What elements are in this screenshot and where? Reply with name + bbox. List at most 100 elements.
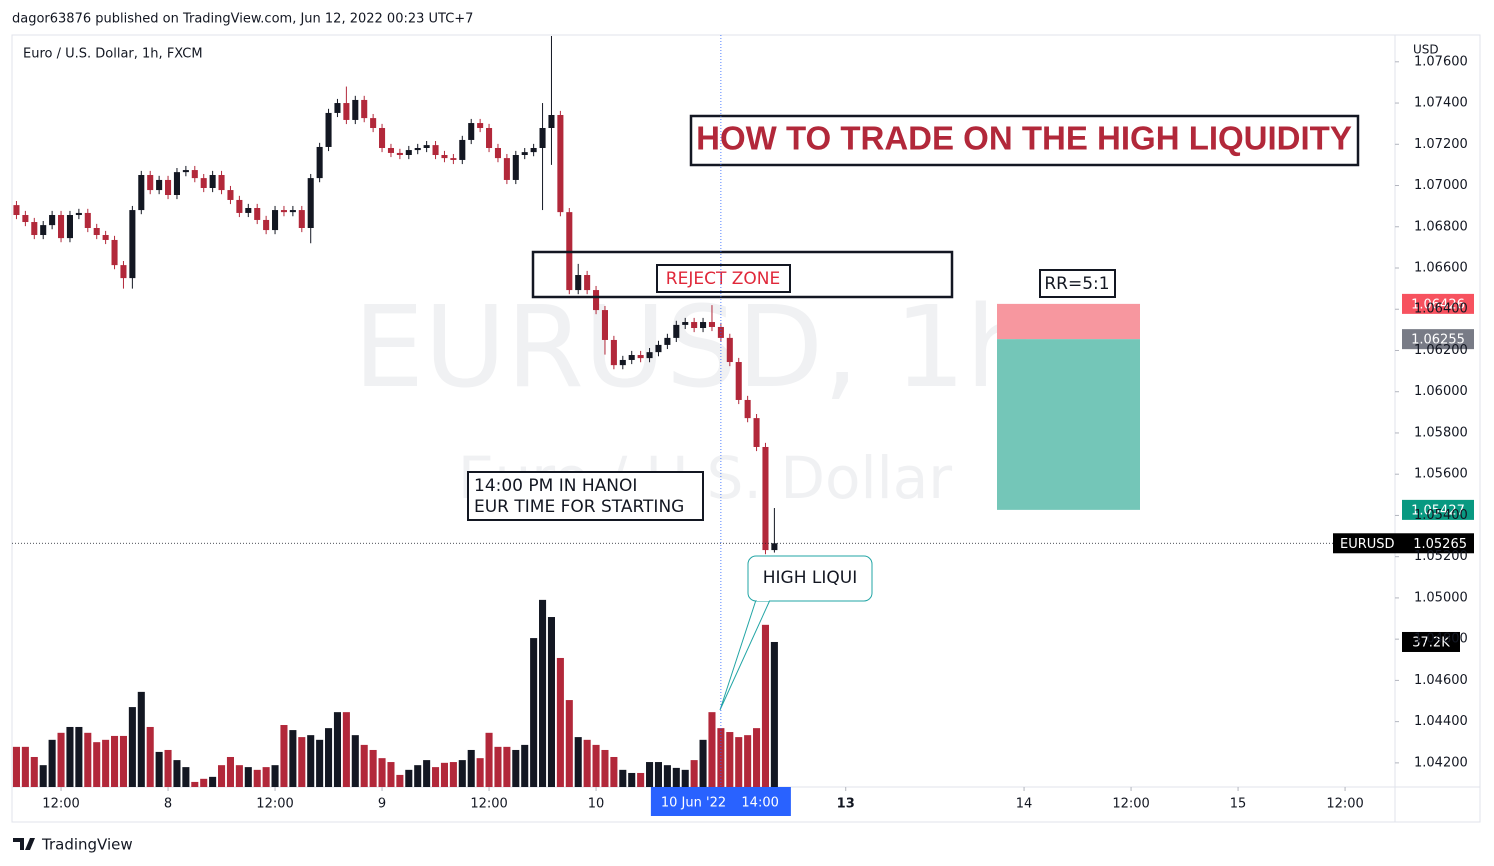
candle-body bbox=[396, 152, 403, 156]
y-tick-label: 1.07600 bbox=[1414, 54, 1468, 69]
candle-body bbox=[414, 147, 421, 151]
x-tick-label: 13 bbox=[837, 797, 855, 812]
footer-logo bbox=[13, 838, 35, 850]
overlay: 1.06426 1.06255 1.05427 10 Jun '22 14:00 EURU… bbox=[12, 35, 1474, 816]
volume-bar bbox=[12, 746, 20, 787]
volume-bar bbox=[30, 756, 38, 787]
volume-bar bbox=[369, 749, 377, 787]
candle-body bbox=[441, 155, 448, 159]
volume-bar bbox=[423, 760, 431, 787]
volume-bar bbox=[137, 691, 145, 787]
volume-bar bbox=[182, 767, 190, 787]
y-tick-label: 1.06000 bbox=[1414, 384, 1468, 399]
volume-bar bbox=[102, 739, 110, 787]
volume-bar bbox=[111, 735, 119, 787]
candle-body bbox=[254, 207, 261, 220]
note-line: EUR TIME FOR STARTING bbox=[474, 497, 684, 517]
candle-body bbox=[379, 127, 386, 148]
last-price-badge bbox=[1333, 533, 1474, 554]
volume-bar bbox=[699, 739, 707, 787]
candle-body bbox=[521, 152, 528, 156]
y-tick-label: 1.05400 bbox=[1414, 508, 1468, 523]
rr-box bbox=[1039, 269, 1116, 298]
candle-body bbox=[637, 355, 644, 359]
candle-body bbox=[593, 290, 600, 311]
volume-bar bbox=[512, 749, 520, 787]
candle-body bbox=[75, 212, 82, 216]
volume-bar bbox=[84, 732, 92, 787]
candle-body bbox=[156, 179, 163, 191]
candle-body bbox=[708, 322, 716, 327]
candle-body bbox=[762, 446, 769, 551]
volume-bar bbox=[378, 758, 386, 787]
candle-body bbox=[352, 99, 359, 120]
candle-body bbox=[138, 175, 145, 211]
candle-body bbox=[468, 123, 475, 140]
candle-body bbox=[22, 215, 29, 223]
chart-frame bbox=[11, 34, 1481, 823]
volume-bar bbox=[744, 735, 752, 787]
candle-body bbox=[245, 207, 252, 213]
candle-body bbox=[423, 145, 430, 148]
volume-bar bbox=[333, 712, 341, 787]
volume-bar bbox=[770, 641, 778, 787]
volume-bar bbox=[200, 778, 208, 787]
volume-bar bbox=[547, 617, 555, 787]
volume-bar bbox=[708, 712, 716, 787]
volume-bar bbox=[280, 725, 288, 787]
volume-bar bbox=[761, 624, 770, 787]
y-tick-label: 1.06200 bbox=[1414, 343, 1468, 358]
volume-bar bbox=[128, 707, 136, 787]
volume-bar bbox=[244, 767, 252, 787]
volume-badge-label: 37.2K bbox=[1412, 635, 1450, 650]
candle-body bbox=[450, 158, 457, 160]
reject-zone-label: REJECT ZONE bbox=[666, 269, 780, 289]
volume-bar bbox=[316, 739, 324, 787]
x-tick-label: 15 bbox=[1230, 797, 1247, 812]
y-tick-label: 1.05800 bbox=[1414, 425, 1468, 440]
x-tick-label: 10 bbox=[588, 797, 605, 812]
price-badge bbox=[1402, 499, 1474, 520]
candle-body bbox=[263, 219, 270, 231]
volume-bar bbox=[39, 765, 47, 787]
target-zone bbox=[997, 339, 1140, 510]
y-tick-label: 1.05200 bbox=[1414, 549, 1468, 564]
candle-body bbox=[557, 115, 564, 213]
candle-body bbox=[120, 265, 127, 279]
candle-body bbox=[682, 322, 689, 325]
candle-body bbox=[165, 179, 172, 196]
candle-body bbox=[575, 275, 582, 291]
volume-bar bbox=[119, 735, 127, 787]
candle-body bbox=[370, 118, 377, 128]
footer-brand: TradingView bbox=[41, 836, 133, 854]
volume-bar bbox=[387, 762, 395, 787]
volume-bar bbox=[396, 774, 404, 787]
candle-body bbox=[111, 239, 118, 266]
candle-body bbox=[459, 139, 466, 160]
candle-body bbox=[494, 147, 501, 159]
volume-bar bbox=[342, 712, 350, 787]
volume-bar bbox=[405, 769, 413, 787]
y-tick-label: 1.07000 bbox=[1414, 178, 1468, 193]
x-tick-label: 8 bbox=[164, 797, 172, 812]
y-tick-label: 1.06400 bbox=[1414, 302, 1468, 317]
volume-bar bbox=[646, 762, 654, 787]
candle-body bbox=[49, 215, 56, 226]
y-tick-label: 1.04600 bbox=[1414, 673, 1468, 688]
candle-body bbox=[655, 344, 662, 353]
candle-body bbox=[584, 275, 591, 291]
rr-label: RR=5:1 bbox=[1044, 274, 1109, 294]
candle-body bbox=[530, 147, 537, 153]
x-tick-label: 12:00 bbox=[1326, 797, 1363, 812]
volume-bar bbox=[637, 772, 645, 787]
x-tick-label: 14 bbox=[1016, 797, 1033, 812]
y-tick-label: 1.04200 bbox=[1414, 755, 1468, 770]
candle-body bbox=[218, 175, 225, 191]
y-tick-label: 1.06800 bbox=[1414, 219, 1468, 234]
volume-bar bbox=[235, 765, 243, 787]
candle-body bbox=[173, 172, 180, 196]
candle-body bbox=[84, 212, 91, 229]
volume-bar bbox=[601, 749, 609, 787]
candle-body bbox=[486, 127, 493, 148]
volume-bar bbox=[690, 760, 698, 787]
